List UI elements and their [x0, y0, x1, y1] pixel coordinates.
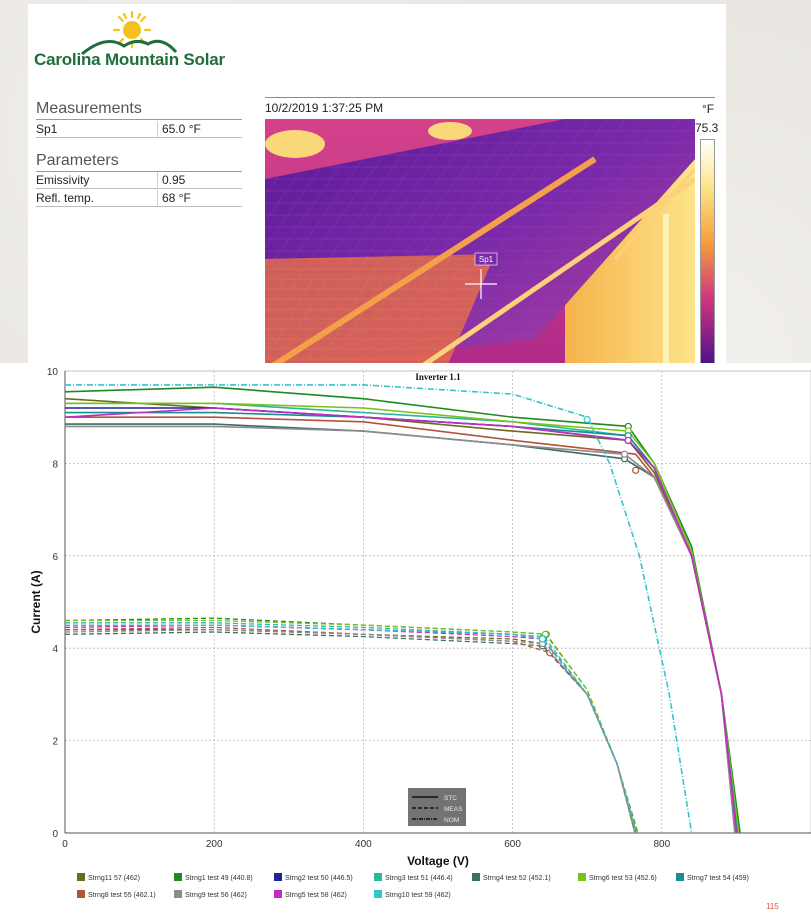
- legend-entry: Strng1 test 49 (440.8): [185, 875, 253, 882]
- legend-swatch: [374, 873, 382, 881]
- legend-entry: Strng7 test 54 (459): [687, 875, 749, 882]
- legend-swatch: [174, 890, 182, 898]
- x-tick-label: 400: [355, 839, 372, 850]
- mpp-marker: [620, 450, 629, 458]
- x-tick-label: 200: [206, 839, 223, 850]
- legend-swatch: [472, 873, 480, 881]
- plot-area: [64, 370, 811, 834]
- company-logo: [81, 10, 178, 56]
- mpp-marker: [538, 635, 547, 643]
- legend-style-label: NOM: [444, 817, 459, 824]
- chart-title: Inverter 1.1: [415, 372, 461, 382]
- legend-swatch: [77, 873, 85, 881]
- x-tick-label: 800: [653, 839, 670, 850]
- temperature-colorbar: [700, 139, 715, 367]
- y-tick-label: 6: [52, 552, 58, 563]
- spot-label-box: [474, 252, 498, 266]
- capture-timestamp: 10/2/2019 1:37:25 PM: [265, 101, 384, 115]
- parameter-value: 68 °F: [162, 191, 191, 205]
- parameter-value: 0.95: [162, 173, 186, 187]
- iv-curve-chart: 0 200 400 600 800 0 2 4 6 8 10 Inverter 1.1 Voltage …: [0, 363, 811, 914]
- y-tick-label: 4: [52, 644, 58, 655]
- mountain-icon: [81, 39, 178, 56]
- parameters-title: Parameters: [36, 152, 119, 169]
- y-axis-label: Current (A): [29, 570, 43, 633]
- series-meas-line: [65, 624, 637, 834]
- y-tick-label: 2: [52, 737, 58, 748]
- legend-swatch: [676, 873, 684, 881]
- cell-separator: [157, 172, 158, 188]
- legend-entry: Strng11 57 (462): [88, 875, 140, 882]
- cell-separator: [157, 190, 158, 206]
- mpp-marker: [624, 436, 632, 444]
- image-header-rule: [265, 97, 715, 98]
- x-tick-label: 600: [504, 839, 521, 850]
- legend-swatch: [174, 873, 182, 881]
- series-meas-line: [64, 626, 636, 834]
- measurement-row-sp1: Sp1 65.0 °F: [36, 121, 242, 138]
- company-name: Carolina Mountain Solar: [34, 50, 225, 69]
- parameters-rule: [36, 171, 242, 172]
- cell-separator: [157, 121, 158, 137]
- legend-style-label: STC: [444, 795, 457, 802]
- legend-swatch: [578, 873, 586, 881]
- legend-swatch: [374, 890, 382, 898]
- legend-entry: Strng9 test 56 (462): [185, 892, 247, 899]
- report-panel: Carolina Mountain Solar Measurements Sp1…: [28, 4, 726, 371]
- mpp-marker: [632, 466, 640, 474]
- legend-swatch: [77, 890, 85, 898]
- legend-entry: Strng10 test 59 (462): [385, 892, 451, 899]
- y-tick-label: 8: [52, 459, 58, 470]
- spot-crosshair-icon: [465, 269, 497, 299]
- legend-entry: Strng4 test 52 (452.1): [483, 875, 551, 882]
- measurements-title: Measurements: [36, 100, 142, 117]
- legend-entry: Strng5 test 58 (462): [285, 892, 347, 899]
- legend-style-label: MEAS: [444, 806, 463, 813]
- parameter-label: Refl. temp.: [36, 191, 95, 205]
- sun-icon: [112, 10, 152, 49]
- measurements-rule: [36, 119, 242, 120]
- mpp-marker: [583, 415, 591, 424]
- parameter-row-emissivity: Emissivity 0.95: [36, 172, 242, 189]
- legend-swatch: [274, 890, 282, 898]
- scale-max-value: 75.3: [695, 121, 719, 135]
- legend-entry: Strng8 test 55 (462.1): [88, 892, 156, 899]
- measurement-label: Sp1: [36, 122, 58, 136]
- parameter-row-refl-temp: Refl. temp. 68 °F: [36, 190, 242, 207]
- legend-entry: Strng3 test 51 (446.4): [385, 875, 453, 882]
- parameter-label: Emissivity: [36, 173, 90, 187]
- legend-swatch: [274, 873, 282, 881]
- x-axis-label: Voltage (V): [407, 854, 469, 868]
- temperature-unit: °F: [702, 102, 715, 116]
- y-tick-label: 10: [47, 367, 59, 378]
- y-tick-label: 0: [52, 829, 58, 840]
- spot-label: Sp1: [479, 255, 494, 264]
- legend-entry: Strng2 test 50 (446.5): [285, 875, 353, 882]
- legend-entry: Strng6 test 53 (452.6): [589, 875, 657, 882]
- x-tick-label: 0: [62, 839, 68, 850]
- thermal-image: Sp1: [265, 119, 695, 371]
- measurement-value: 65.0 °F: [162, 122, 201, 136]
- page-number: 115: [766, 902, 779, 911]
